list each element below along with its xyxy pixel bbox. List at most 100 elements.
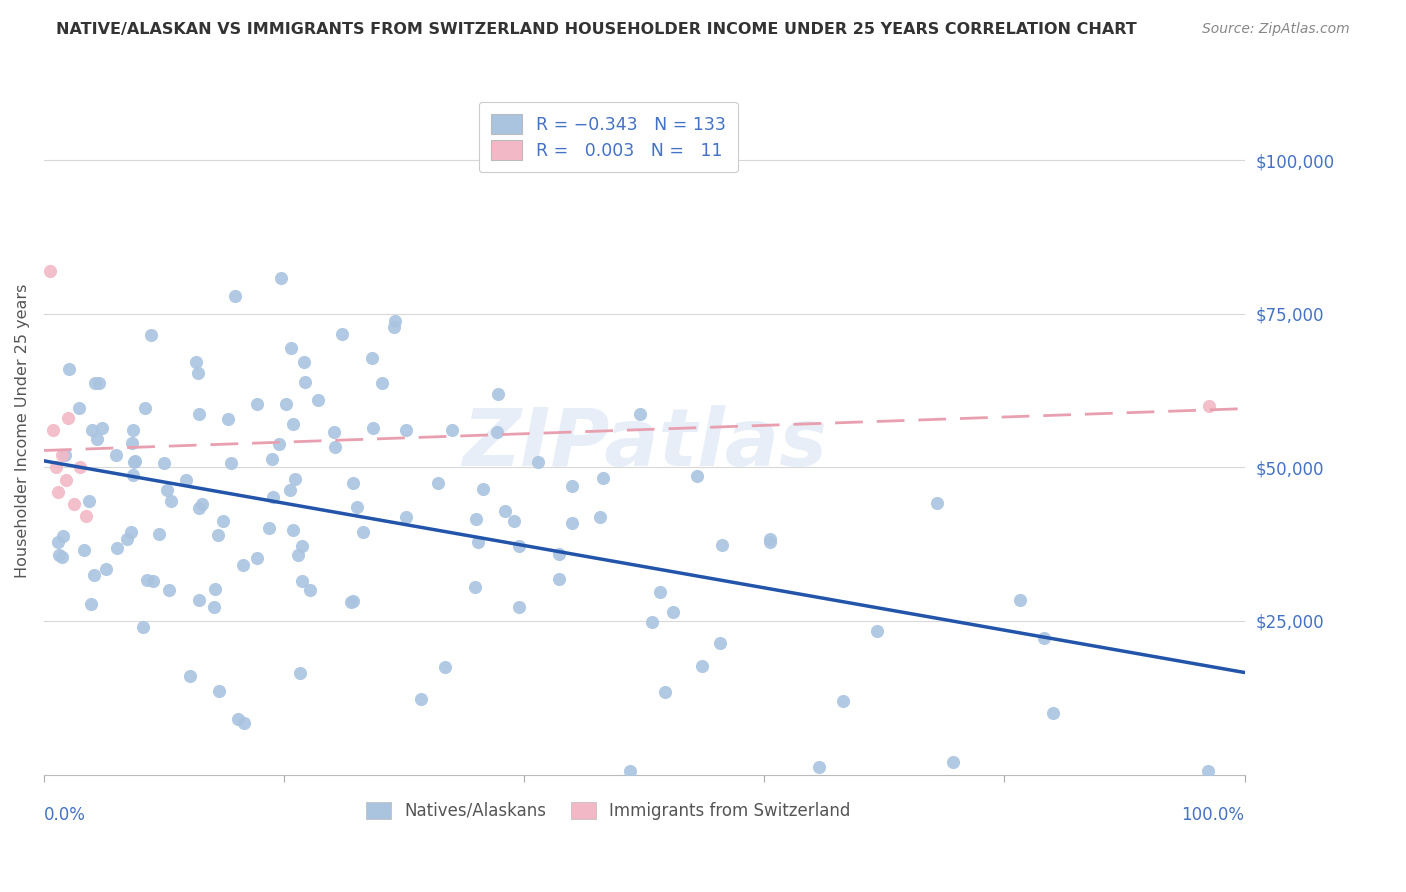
Point [53,449,76,463]
Point [212,515,235,529]
Point [283,523,305,537]
Point [187,366,209,380]
Point [79,493,101,508]
Point [287,548,309,562]
Point [472,482,495,496]
Point [292,355,315,369]
Point [267,437,290,451]
Point [508,539,530,553]
Point [187,501,209,516]
Point [526,455,548,469]
Point [142,574,165,588]
Point [132,620,155,634]
Point [690,659,713,673]
Point [157,583,180,598]
Point [202,599,225,614]
Point [925,496,948,510]
Point [465,512,488,526]
Point [361,421,384,435]
Point [394,510,416,524]
Point [38,263,60,277]
Point [82,423,104,437]
Point [291,574,314,588]
Point [628,407,651,421]
Point [342,476,364,491]
Point [52,529,75,543]
Point [1042,706,1064,720]
Point [503,514,526,528]
Point [51,550,73,565]
Point [228,713,250,727]
Point [207,527,229,541]
Point [294,375,316,389]
Point [73,543,96,558]
Point [284,472,307,486]
Point [508,600,530,615]
Text: Source: ZipAtlas.com: Source: ZipAtlas.com [1202,22,1350,37]
Point [89,376,111,391]
Point [51,448,73,462]
Text: NATIVE/ALASKAN VS IMMIGRANTS FROM SWITZERLAND HOUSEHOLDER INCOME UNDER 25 YEARS : NATIVE/ALASKAN VS IMMIGRANTS FROM SWITZE… [56,22,1137,37]
Point [121,423,143,437]
Point [654,685,676,699]
Point [55,473,77,487]
Text: 100.0%: 100.0% [1181,805,1244,823]
Point [122,455,145,469]
Y-axis label: Householder Income Under 25 years: Householder Income Under 25 years [15,284,30,578]
Point [94,562,117,576]
Point [217,412,239,426]
Point [174,474,197,488]
Point [467,534,489,549]
Point [42,424,65,438]
Point [179,669,201,683]
Point [589,510,612,524]
Point [75,509,97,524]
Point [45,460,67,475]
Point [246,550,269,565]
Text: ZIPatlas: ZIPatlas [461,405,827,483]
Point [90,421,112,435]
Point [232,716,254,731]
Point [342,594,364,608]
Point [80,597,103,611]
Point [340,595,363,609]
Point [330,327,353,342]
Point [592,471,614,485]
Point [83,567,105,582]
Point [942,755,965,769]
Point [159,494,181,508]
Point [263,490,285,504]
Point [69,460,91,475]
Point [709,636,731,650]
Point [547,547,569,561]
Point [136,573,159,587]
Point [832,694,855,708]
Point [464,581,486,595]
Point [291,539,314,553]
Point [56,411,79,425]
Point [121,436,143,450]
Point [105,541,128,556]
Point [686,469,709,483]
Point [219,456,242,470]
Point [246,396,269,410]
Point [1198,399,1220,413]
Point [440,424,463,438]
Point [48,548,70,562]
Point [648,585,671,599]
Point [325,440,347,454]
Point [561,479,583,493]
Point [156,483,179,498]
Point [371,376,394,390]
Point [276,397,298,411]
Point [494,504,516,518]
Point [395,424,418,438]
Point [640,615,662,630]
Point [307,392,329,407]
Point [1010,593,1032,607]
Point [153,456,176,470]
Point [262,452,284,467]
Point [759,534,782,549]
Point [384,314,406,328]
Point [278,483,301,497]
